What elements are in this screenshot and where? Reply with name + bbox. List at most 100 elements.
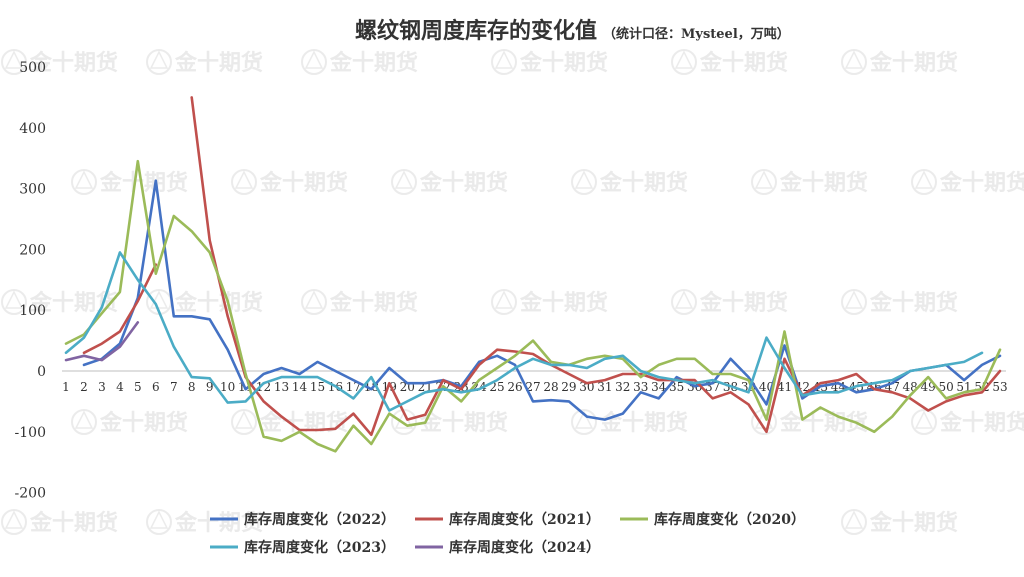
series-layer xyxy=(64,96,1002,453)
watermark-6: 金十期货 xyxy=(71,169,188,196)
svg-text:金十期货: 金十期货 xyxy=(174,510,263,536)
watermark-13: 金十期货 xyxy=(146,289,263,316)
watermark-16: 金十期货 xyxy=(671,289,788,316)
x-tick-label: 26 xyxy=(507,380,522,394)
legend-label: 库存周度变化（2020） xyxy=(654,511,805,528)
x-tick-label: 13 xyxy=(274,380,289,394)
x-tick-label: 3 xyxy=(98,380,106,394)
y-tick-label: -200 xyxy=(15,486,46,502)
x-tick-label: 1 xyxy=(62,380,70,394)
y-tick-label: 300 xyxy=(19,182,46,198)
svg-text:金十期货: 金十期货 xyxy=(519,50,608,76)
x-tick-label: 50 xyxy=(938,380,953,394)
y-axis-ticks: -200 -100 0 100 200 300 400 500 xyxy=(15,60,46,502)
svg-text:金十期货: 金十期货 xyxy=(869,290,958,316)
svg-text:金十期货: 金十期货 xyxy=(174,50,263,76)
series-line xyxy=(64,159,1002,453)
legend-label: 库存周度变化（2024） xyxy=(449,539,600,556)
watermark-0: 金十期货 xyxy=(1,49,118,76)
svg-text:金十期货: 金十期货 xyxy=(699,290,788,316)
chart-title: 螺纹钢周度库存的变化值 （统计口径：Mysteel，万吨） xyxy=(355,18,790,44)
svg-text:金十期货: 金十期货 xyxy=(259,170,348,196)
svg-text:金十期货: 金十期货 xyxy=(29,510,118,536)
legend-item-3: 库存周度变化（2023） xyxy=(210,539,395,556)
watermark-2: 金十期货 xyxy=(301,49,418,76)
watermark-4: 金十期货 xyxy=(671,49,788,76)
legend-item-0: 库存周度变化（2022） xyxy=(210,511,395,528)
series-4 xyxy=(64,321,140,362)
x-tick-label: 7 xyxy=(170,380,178,394)
x-tick-label: 10 xyxy=(220,380,235,394)
watermark-15: 金十期货 xyxy=(491,289,608,316)
x-tick-label: 14 xyxy=(292,380,308,394)
svg-text:金十期货: 金十期货 xyxy=(174,290,263,316)
watermark-18: 金十期货 xyxy=(71,409,188,436)
y-tick-label: 100 xyxy=(19,303,46,319)
legend-label: 库存周度变化（2023） xyxy=(244,539,395,556)
watermark-19: 金十期货 xyxy=(231,409,348,436)
svg-text:金十期货: 金十期货 xyxy=(939,410,1024,436)
x-tick-label: 27 xyxy=(525,380,540,394)
x-tick-label: 12 xyxy=(256,380,271,394)
chart-title-main: 螺纹钢周度库存的变化值 xyxy=(355,18,597,44)
watermark-23: 金十期货 xyxy=(911,409,1024,436)
y-tick-label: 400 xyxy=(19,121,46,137)
series-line xyxy=(64,251,984,412)
x-axis-ticks: 1 2 3 4 5 6 7 8 9 10 11 12 13 14 15 16 17 18 19 20 21 22 23 24 2… xyxy=(62,380,1007,394)
svg-text:金十期货: 金十期货 xyxy=(99,410,188,436)
x-tick-label: 6 xyxy=(152,380,160,394)
x-tick-label: 9 xyxy=(206,380,214,394)
x-tick-label: 25 xyxy=(489,380,504,394)
x-tick-label: 29 xyxy=(561,380,576,394)
legend: 库存周度变化（2022） 库存周度变化（2021） 库存周度变化（2020） 库存周度… xyxy=(210,511,805,556)
svg-text:金十期货: 金十期货 xyxy=(699,50,788,76)
x-tick-label: 28 xyxy=(543,380,558,394)
watermark-5: 金十期货 xyxy=(841,49,958,76)
x-tick-label: 33 xyxy=(633,380,648,394)
watermark-24: 金十期货 xyxy=(1,509,118,536)
svg-text:金十期货: 金十期货 xyxy=(599,410,688,436)
svg-text:金十期货: 金十期货 xyxy=(29,50,118,76)
x-tick-label: 4 xyxy=(116,380,124,394)
legend-item-2: 库存周度变化（2020） xyxy=(620,511,805,528)
watermark-25: 金十期货 xyxy=(146,509,263,536)
watermark-3: 金十期货 xyxy=(491,49,608,76)
x-tick-label: 34 xyxy=(651,380,667,394)
y-tick-label: 200 xyxy=(19,242,46,258)
y-tick-label: 0 xyxy=(37,364,46,380)
watermark-11: 金十期货 xyxy=(911,169,1024,196)
watermark-1: 金十期货 xyxy=(146,49,263,76)
svg-text:金十期货: 金十期货 xyxy=(419,410,508,436)
watermark-26: 金十期货 xyxy=(841,509,958,536)
series-line xyxy=(82,179,1002,421)
x-tick-label: 5 xyxy=(134,380,142,394)
watermark-20: 金十期货 xyxy=(391,409,508,436)
svg-text:金十期货: 金十期货 xyxy=(519,290,608,316)
svg-text:金十期货: 金十期货 xyxy=(599,170,688,196)
watermark-8: 金十期货 xyxy=(391,169,508,196)
chart-subtitle: （统计口径：Mysteel，万吨） xyxy=(603,26,790,42)
watermark-10: 金十期货 xyxy=(751,169,868,196)
x-tick-label: 32 xyxy=(615,380,630,394)
legend-label: 库存周度变化（2021） xyxy=(449,511,600,528)
svg-text:金十期货: 金十期货 xyxy=(259,410,348,436)
watermark-17: 金十期货 xyxy=(841,289,958,316)
svg-text:金十期货: 金十期货 xyxy=(329,290,418,316)
x-tick-label: 15 xyxy=(310,380,325,394)
watermark-9: 金十期货 xyxy=(571,169,688,196)
x-tick-label: 2 xyxy=(80,380,88,394)
y-tick-label: 500 xyxy=(19,60,46,76)
watermark-14: 金十期货 xyxy=(301,289,418,316)
legend-label: 库存周度变化（2022） xyxy=(244,511,395,528)
legend-item-4: 库存周度变化（2024） xyxy=(415,539,600,556)
x-tick-label: 48 xyxy=(903,380,918,394)
svg-text:金十期货: 金十期货 xyxy=(329,50,418,76)
x-tick-label: 31 xyxy=(597,380,612,394)
svg-text:金十期货: 金十期货 xyxy=(419,170,508,196)
svg-text:金十期货: 金十期货 xyxy=(939,170,1024,196)
series-2 xyxy=(64,159,1002,453)
series-3 xyxy=(64,251,984,412)
